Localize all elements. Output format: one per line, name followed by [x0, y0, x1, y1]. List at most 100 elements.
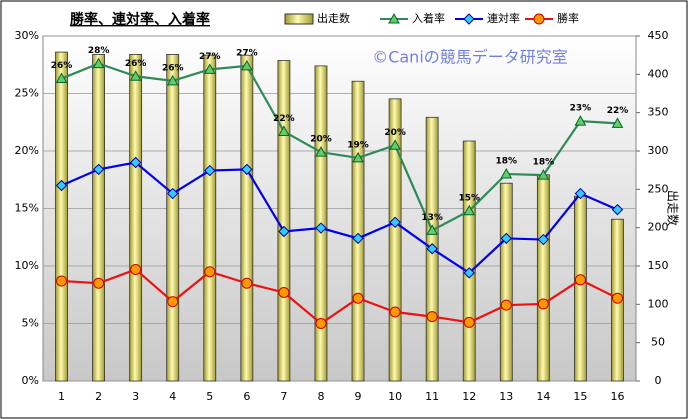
point [129, 70, 142, 81]
point [92, 57, 105, 69]
x-tick-label: 1 [58, 390, 65, 403]
x-tick-label: 2 [95, 390, 102, 403]
point [93, 277, 105, 289]
point [537, 169, 550, 180]
bar [536, 174, 550, 382]
point [574, 115, 587, 126]
data-label: 27% [236, 48, 258, 58]
point [500, 232, 512, 245]
y2-tick-label: 450 [648, 29, 669, 42]
bar [92, 54, 105, 382]
bar [574, 195, 587, 382]
point [167, 296, 179, 308]
point [426, 243, 438, 255]
line [61, 268, 618, 325]
y-tick-label: 25% [15, 87, 39, 100]
point [204, 164, 216, 177]
point [426, 224, 439, 235]
point [315, 146, 327, 157]
watermark: ©Caniの競馬データ研究室 [372, 48, 568, 67]
bar [166, 54, 180, 382]
legend-swatch [284, 13, 314, 25]
point [204, 266, 216, 278]
legend-label: 入着率 [412, 11, 445, 25]
data-label: 23% [570, 104, 592, 114]
data-label: 26% [162, 63, 184, 73]
point [315, 222, 327, 234]
legend-marker [533, 13, 545, 25]
x-tick-label: 8 [317, 390, 324, 403]
point [241, 163, 253, 176]
point [389, 216, 401, 229]
data-label: 18% [496, 157, 518, 167]
y-tick-label: 30% [15, 29, 39, 42]
point [240, 59, 253, 71]
data-label: 28% [88, 46, 110, 56]
data-label: 22% [607, 106, 629, 116]
x-tick-label: 6 [243, 390, 250, 403]
line [61, 62, 618, 232]
bar [462, 140, 476, 382]
point [611, 117, 624, 128]
y2-tick-label: 100 [648, 297, 669, 310]
point [56, 275, 68, 287]
x-tick-label: 4 [169, 390, 176, 403]
bar [277, 60, 291, 382]
x-tick-label: 15 [573, 390, 587, 403]
y2-tick-label: 300 [648, 144, 669, 157]
x-tick-label: 5 [206, 390, 213, 403]
data-label: 26% [125, 59, 147, 69]
point [463, 267, 475, 279]
y-tick-label: 20% [15, 144, 39, 157]
point [574, 274, 586, 286]
bar [203, 54, 217, 382]
legend-label: 出走数 [317, 11, 350, 25]
point [92, 163, 105, 176]
data-label: 13% [421, 213, 443, 223]
x-tick-label: 12 [462, 390, 476, 403]
data-label: 22% [273, 114, 295, 124]
y2-tick-label: 400 [648, 67, 669, 80]
point [463, 204, 476, 216]
point [352, 292, 364, 304]
point [426, 311, 438, 323]
bar [499, 182, 513, 382]
y-tick-label: 15% [15, 202, 39, 215]
y-tick-label: 0% [22, 374, 39, 387]
data-label: 15% [458, 193, 480, 203]
point [537, 298, 549, 310]
point [574, 187, 587, 200]
y2-tick-label: 250 [648, 182, 669, 195]
data-label: 20% [310, 135, 332, 145]
point [611, 203, 624, 216]
point [167, 187, 179, 200]
bar [55, 51, 68, 382]
data-label: 27% [199, 52, 221, 62]
y2-tick-label: 350 [648, 106, 669, 119]
y2-tick-label: 150 [648, 259, 669, 272]
point [500, 299, 512, 311]
point [389, 306, 401, 318]
data-label: 20% [384, 128, 406, 138]
bar [129, 54, 143, 382]
bar [240, 54, 254, 382]
y2-tick-label: 50 [651, 336, 665, 349]
y2-tick-label: 200 [648, 221, 669, 234]
point [166, 74, 179, 86]
x-tick-label: 16 [610, 390, 624, 403]
point [241, 277, 253, 289]
data-label: 26% [51, 61, 73, 71]
x-tick-label: 11 [425, 390, 439, 403]
point [352, 151, 364, 163]
point [130, 263, 142, 275]
line [61, 161, 618, 275]
data-label: 19% [347, 140, 369, 150]
point [500, 167, 513, 179]
data-label: 18% [533, 158, 555, 168]
point [611, 292, 623, 304]
point [278, 125, 290, 136]
point [278, 286, 290, 298]
point [463, 316, 475, 328]
x-tick-label: 10 [388, 390, 402, 403]
